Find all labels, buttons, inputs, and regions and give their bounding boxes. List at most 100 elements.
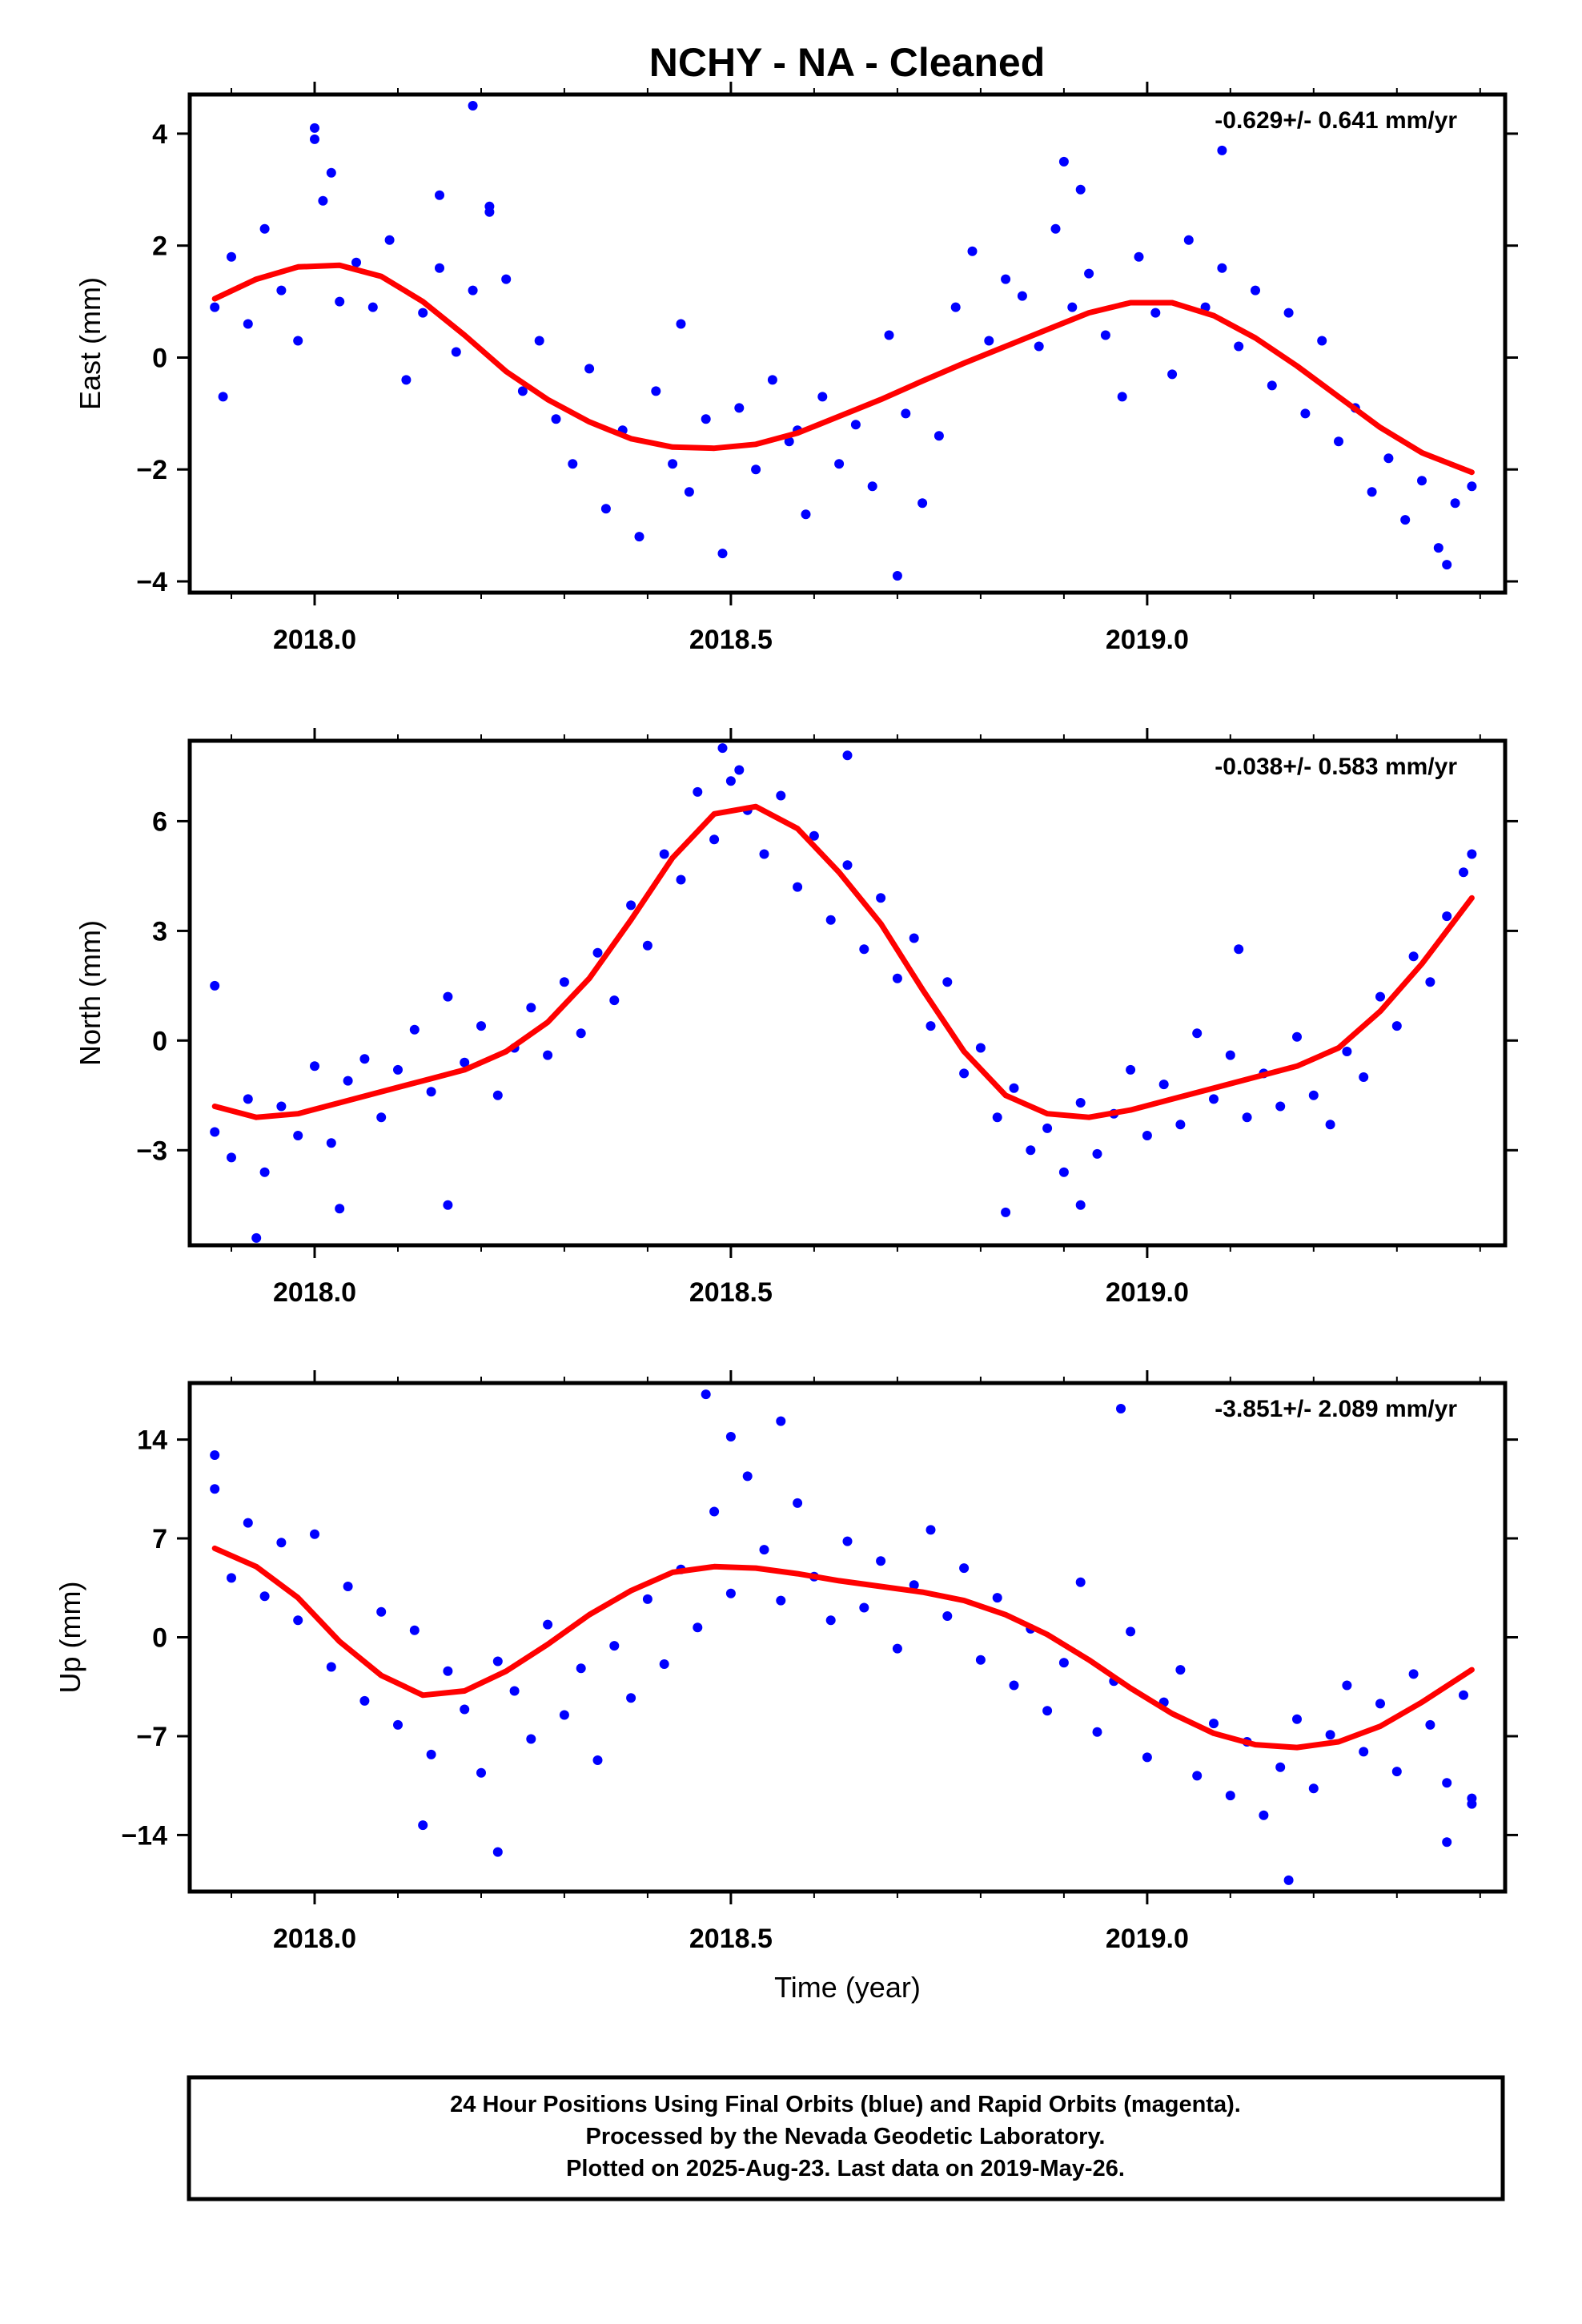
east-data-point (1183, 235, 1194, 245)
east-data-point (484, 207, 495, 217)
north-y-tick-label: 3 (152, 916, 167, 947)
east-data-point (634, 532, 644, 542)
up-data-point (709, 1506, 720, 1517)
up-data-point (326, 1662, 336, 1672)
east-data-point (568, 459, 578, 469)
east-data-point (1117, 392, 1127, 402)
east-data-point (351, 257, 361, 267)
east-data-point (318, 195, 328, 206)
east-x-tick-label: 2018.5 (689, 625, 773, 655)
up-data-point (1092, 1727, 1102, 1737)
north-data-point (609, 995, 620, 1006)
north-data-point (1158, 1080, 1169, 1090)
up-frame (187, 1381, 1508, 1894)
north-data-point (443, 1200, 453, 1210)
east-data-point (451, 347, 461, 357)
east-data-point (1400, 515, 1411, 525)
north-data-point (1375, 991, 1385, 1002)
north-data-point (1442, 911, 1452, 922)
north-data-point (842, 860, 853, 870)
up-data-point (926, 1525, 936, 1535)
up-data-point (1275, 1762, 1286, 1772)
east-data-point (468, 285, 478, 296)
up-x-tick-label: 2018.0 (273, 1924, 356, 1954)
north-data-point (335, 1204, 345, 1214)
east-data-point (367, 302, 378, 312)
up-data-point (1467, 1799, 1477, 1809)
north-data-point (492, 1090, 503, 1100)
up-data-point (1283, 1875, 1294, 1885)
north-data-point (1042, 1123, 1053, 1133)
north-data-point (842, 750, 853, 761)
east-panel: 2018.0 2018.5 2019.0 4 2 0 −2 −4 East (mm) -0.629… (74, 82, 1518, 655)
up-data-point (842, 1536, 853, 1546)
north-x-tick-label: 2018.0 (273, 1277, 356, 1308)
up-data-point (443, 1666, 453, 1676)
east-data-point (901, 408, 911, 419)
east-data-point (784, 436, 794, 447)
up-data-point (859, 1602, 869, 1613)
up-data-point (1408, 1669, 1419, 1679)
up-data-point (642, 1594, 652, 1604)
east-y-axis-label: East (mm) (74, 277, 106, 410)
north-data-point (1092, 1148, 1102, 1159)
up-data-point (1459, 1690, 1468, 1700)
up-x-axis-label: Time (year) (774, 1971, 921, 2004)
up-data-point (559, 1710, 569, 1720)
north-data-point (443, 991, 453, 1002)
up-data-point (1225, 1791, 1235, 1801)
up-data-point (543, 1619, 553, 1630)
north-data-point (642, 940, 652, 951)
up-data-point (876, 1556, 886, 1566)
up-data-point (343, 1582, 353, 1591)
up-y-tick-label: −14 (121, 1820, 167, 1851)
up-data-point (1042, 1706, 1053, 1716)
north-data-point (909, 933, 919, 943)
east-data-point (1367, 487, 1377, 497)
up-data-point (409, 1625, 420, 1635)
north-data-point (1026, 1145, 1036, 1156)
north-frame (187, 738, 1508, 1248)
north-data-point (343, 1076, 353, 1086)
east-data-point (801, 509, 811, 520)
east-data-point (435, 190, 444, 200)
up-data-point (1359, 1747, 1369, 1757)
east-data-point (310, 134, 319, 144)
east-data-point (1417, 476, 1427, 486)
up-data-point (1058, 1658, 1069, 1668)
north-data-point (959, 1068, 970, 1079)
up-data-point (776, 1416, 786, 1426)
up-x-tick-label: 2019.0 (1106, 1924, 1189, 1954)
east-data-point (1001, 274, 1011, 284)
north-data-point (243, 1094, 253, 1104)
east-data-point (384, 235, 395, 245)
north-data-point (942, 977, 953, 987)
east-data-point (767, 375, 777, 385)
east-data-point (1234, 341, 1244, 352)
north-data-point (1425, 977, 1435, 987)
east-data-point (1067, 302, 1078, 312)
east-frame (187, 92, 1508, 595)
east-data-point (1167, 369, 1178, 380)
east-data-point (934, 431, 944, 441)
up-data-point (992, 1593, 1002, 1603)
up-y-axis-label: Up (mm) (54, 1582, 86, 1694)
north-data-point (659, 849, 669, 859)
east-points (210, 101, 1477, 581)
chart-title: NCHY - NA - Cleaned (649, 40, 1046, 85)
up-legend-dot (1116, 1404, 1126, 1413)
north-data-point (1058, 1167, 1069, 1177)
caption-line-3: Plotted on 2025-Aug-23. Last data on 201… (566, 2156, 1125, 2181)
east-data-point (1075, 184, 1086, 195)
north-data-point (476, 1021, 486, 1031)
east-data-point (1433, 543, 1443, 553)
north-data-point (251, 1232, 262, 1243)
up-data-point (592, 1755, 603, 1765)
up-data-point (626, 1693, 636, 1703)
east-data-point (967, 246, 978, 256)
north-data-point (1075, 1098, 1086, 1108)
caption-box: 24 Hour Positions Using Final Orbits (bl… (187, 2075, 1505, 2201)
up-data-point (492, 1656, 503, 1667)
north-data-point (359, 1054, 370, 1064)
north-data-point (1009, 1083, 1019, 1093)
